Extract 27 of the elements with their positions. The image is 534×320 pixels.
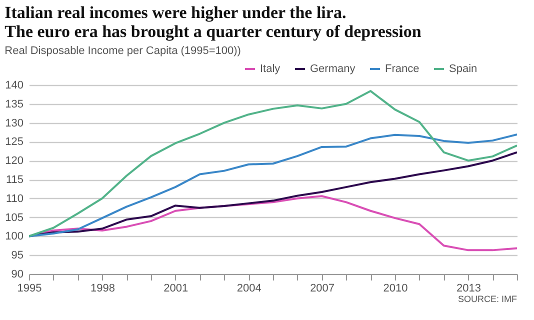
y-tick-label: 95	[11, 250, 24, 262]
y-tick-label: 120	[5, 155, 24, 168]
y-tick-label: 125	[5, 136, 24, 148]
line-series	[29, 90, 517, 238]
y-tick-label: 140	[5, 80, 24, 92]
legend-label: Germany	[310, 63, 356, 75]
y-tick-label: 135	[5, 98, 24, 110]
x-tick-label: 2013	[456, 282, 481, 294]
y-tick-label: 105	[5, 212, 24, 224]
y-tick-label: 100	[5, 230, 24, 243]
y-tick-label: 130	[5, 117, 24, 130]
y-tick-label: 115	[6, 174, 24, 186]
x-tick-label: 2007	[310, 282, 335, 294]
x-tick-label: 2001	[164, 282, 188, 294]
chart-subtitle: Real Disposable Income per Capita (1995=100))	[4, 45, 241, 57]
x-tick-label: 1995	[17, 282, 42, 294]
y-tick-label: 110	[6, 192, 24, 205]
legend-label: France	[385, 63, 420, 75]
x-tick-label: 2004	[236, 282, 262, 294]
legend-label: Spain	[449, 63, 478, 75]
chart-title: Italian real incomes were higher under the lira. The euro era has brought a quarter century of depression	[4, 3, 422, 41]
x-tick-label: 2010	[383, 282, 408, 294]
legend-label: Italy	[260, 63, 281, 75]
y-tick-label: 90	[11, 268, 24, 280]
source-note: SOURCE: IMF	[458, 294, 518, 304]
line-series	[29, 134, 517, 238]
x-tick-label: 1998	[90, 282, 115, 294]
